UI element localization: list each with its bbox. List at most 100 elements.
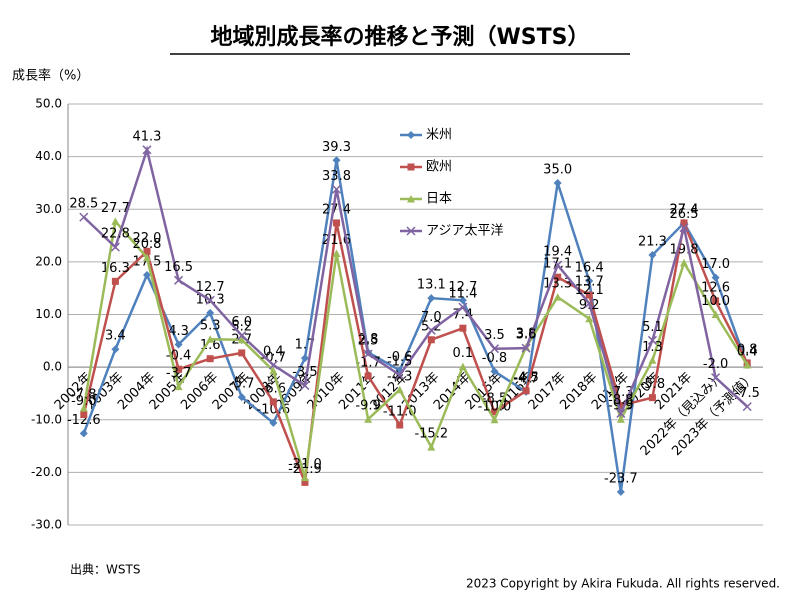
marker — [458, 362, 467, 371]
data-label: -4.7 — [513, 371, 538, 386]
y-tick-label: -30.0 — [31, 518, 62, 532]
marker — [490, 408, 498, 416]
marker — [143, 247, 151, 255]
marker — [522, 387, 530, 395]
data-label: 7.0 — [421, 310, 442, 325]
marker — [711, 273, 720, 282]
marker — [553, 178, 562, 187]
data-label: 13.7 — [575, 275, 604, 290]
data-label: -4.3 — [387, 369, 412, 384]
data-label: 0.8 — [737, 342, 758, 357]
data-label: 12.7 — [448, 280, 477, 295]
data-label: -15.2 — [414, 427, 448, 442]
y-tick-label: 10.0 — [35, 307, 62, 321]
data-label: 12.7 — [196, 280, 225, 295]
marker — [554, 273, 562, 281]
data-label: 4.3 — [168, 324, 189, 339]
marker — [111, 217, 120, 225]
y-tick-label: 40.0 — [35, 149, 62, 163]
legend-label: アジア太平洋 — [426, 224, 503, 239]
marker — [458, 296, 467, 305]
marker — [648, 356, 657, 364]
marker — [333, 219, 341, 227]
data-label: -0.7 — [261, 350, 286, 365]
data-label: 16.5 — [164, 260, 193, 275]
marker — [142, 145, 152, 155]
data-label: -8.8 — [608, 393, 633, 408]
marker — [711, 373, 721, 383]
marker — [426, 325, 436, 335]
marker — [585, 314, 594, 323]
marker — [332, 156, 341, 165]
marker — [238, 349, 246, 357]
data-label: 3.4 — [105, 329, 126, 344]
marker — [174, 340, 183, 349]
data-label: -0.6 — [387, 350, 412, 365]
marker — [79, 404, 88, 412]
data-label: -12.6 — [67, 413, 101, 428]
marker — [647, 335, 657, 345]
source: 出典：WSTS — [70, 563, 140, 577]
y-tick-label: 20.0 — [35, 254, 62, 268]
marker — [206, 355, 214, 363]
marker — [648, 394, 656, 402]
data-label: 0.1 — [453, 346, 474, 361]
marker — [395, 385, 404, 394]
data-label: -4.5 — [513, 370, 538, 385]
data-label: 33.8 — [322, 169, 351, 184]
marker — [142, 253, 151, 262]
data-label: -7.5 — [735, 386, 760, 401]
series-line — [82, 145, 749, 418]
marker — [269, 398, 277, 406]
data-label: 21.3 — [638, 235, 667, 250]
marker — [407, 163, 415, 171]
marker — [268, 360, 278, 370]
marker — [584, 298, 594, 308]
marker — [490, 367, 499, 376]
marker — [300, 381, 310, 391]
data-label: 0.4 — [737, 345, 758, 360]
marker — [174, 382, 183, 391]
marker — [301, 478, 309, 486]
marker — [616, 415, 625, 423]
data-label: -21.0 — [288, 457, 322, 472]
legend-label: 日本 — [426, 192, 452, 207]
marker — [407, 131, 415, 139]
data-label: 41.3 — [133, 129, 162, 144]
data-label: -5.7 — [229, 377, 254, 392]
marker — [616, 408, 626, 418]
marker — [79, 212, 89, 222]
data-label: 12.6 — [701, 280, 730, 295]
data-label: 19.8 — [670, 242, 699, 257]
data-label: -6.6 — [261, 381, 286, 396]
marker — [110, 242, 120, 252]
marker — [742, 402, 752, 412]
y-tick-label: 0.0 — [43, 360, 62, 374]
marker — [237, 335, 246, 344]
marker — [300, 354, 309, 363]
marker — [80, 410, 88, 418]
data-label: -11.0 — [383, 405, 417, 420]
data-label: 16.3 — [101, 261, 130, 276]
marker — [427, 443, 436, 451]
series-line — [82, 160, 749, 493]
data-label: 1.6 — [200, 338, 221, 353]
data-label: -3.5 — [292, 365, 317, 380]
marker — [616, 487, 625, 496]
marker — [395, 370, 405, 380]
data-label: 10.0 — [701, 294, 730, 309]
data-label: 20.8 — [133, 237, 162, 252]
marker — [331, 184, 342, 194]
legend-label: 米州 — [426, 128, 452, 143]
marker — [712, 297, 720, 305]
marker — [521, 343, 531, 353]
marker — [142, 271, 151, 280]
marker — [237, 393, 246, 402]
marker — [553, 293, 562, 301]
data-label: 27.4 — [670, 202, 699, 217]
marker — [175, 365, 183, 373]
data-label: 3.6 — [516, 328, 537, 343]
marker — [427, 336, 435, 344]
